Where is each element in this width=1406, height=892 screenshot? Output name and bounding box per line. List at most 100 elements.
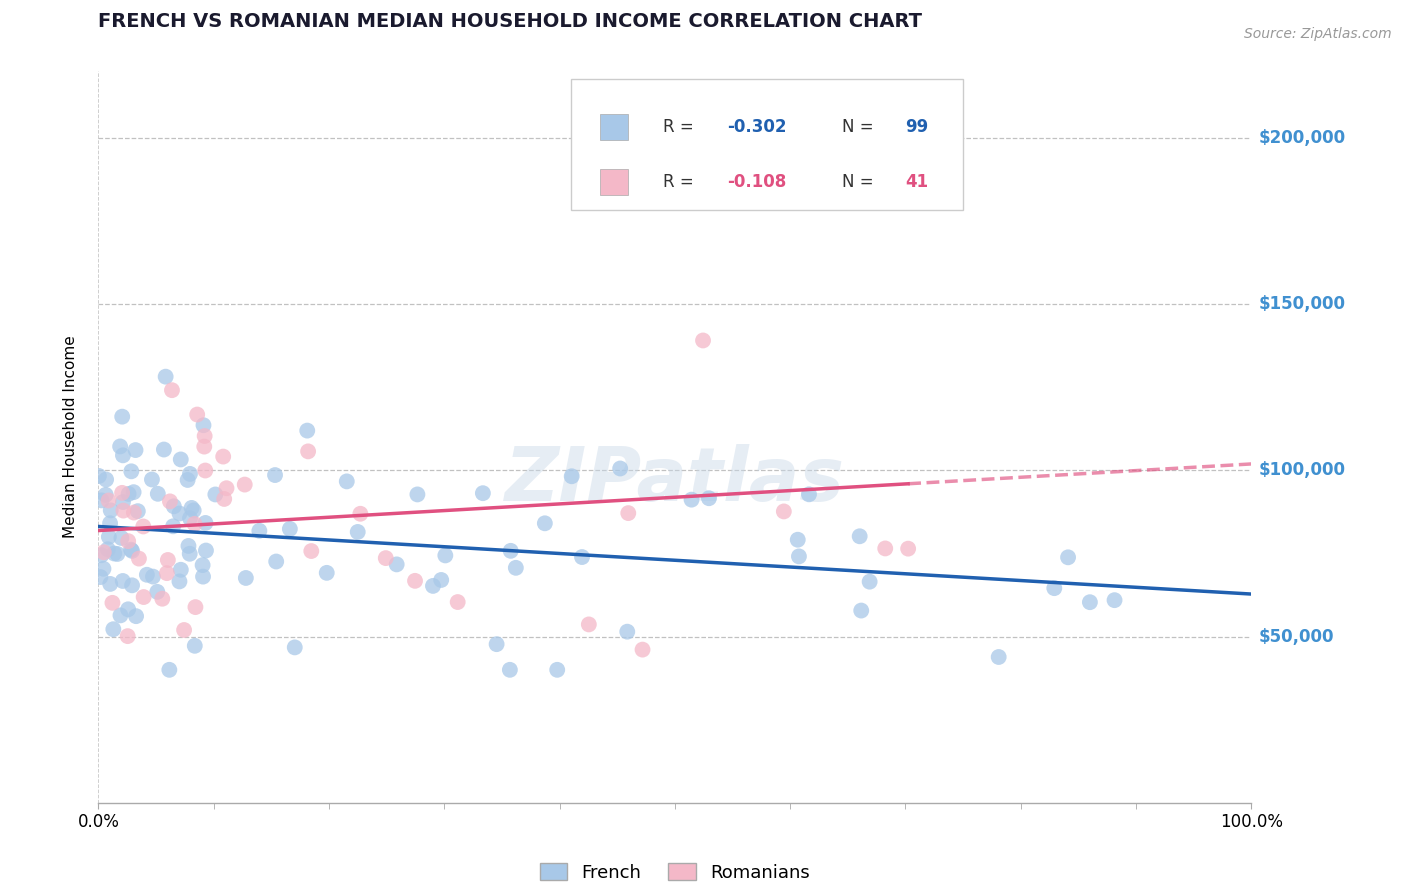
Point — [1078, 595, 1101, 609]
Text: FRENCH VS ROMANIAN MEDIAN HOUSEHOLD INCOME CORRELATION CHART: FRENCH VS ROMANIAN MEDIAN HOUSEHOLD INCO… — [98, 12, 922, 31]
Point — [132, 519, 155, 533]
Point — [117, 487, 139, 501]
Point — [94, 473, 117, 487]
Point — [787, 549, 810, 564]
Point — [183, 516, 205, 531]
Point — [485, 637, 508, 651]
Point — [117, 629, 139, 643]
Text: N =: N = — [842, 173, 879, 191]
Point — [235, 571, 257, 585]
Text: $50,000: $50,000 — [1258, 628, 1334, 646]
Point — [97, 530, 120, 544]
Point — [111, 409, 134, 424]
Point — [97, 542, 120, 557]
Point — [124, 443, 146, 458]
Point — [194, 543, 217, 558]
Point — [100, 503, 122, 517]
Point — [204, 487, 226, 501]
Point — [159, 494, 181, 508]
Point — [169, 507, 191, 521]
Text: $150,000: $150,000 — [1258, 295, 1346, 313]
Point — [264, 468, 287, 483]
Point — [851, 603, 873, 617]
Point — [546, 663, 568, 677]
Point — [101, 596, 124, 610]
Point — [1057, 550, 1080, 565]
Point — [180, 500, 202, 515]
Point — [111, 495, 134, 509]
Point — [179, 467, 201, 481]
Point — [616, 624, 638, 639]
Point — [163, 500, 186, 514]
Point — [155, 369, 177, 384]
Point — [499, 544, 522, 558]
FancyBboxPatch shape — [600, 114, 628, 140]
Point — [609, 461, 631, 475]
Point — [848, 529, 870, 543]
Point — [156, 566, 179, 581]
Point — [153, 442, 176, 457]
Point — [875, 541, 897, 556]
Point — [156, 553, 179, 567]
Point — [193, 440, 215, 454]
Point — [121, 544, 143, 558]
Point — [93, 562, 115, 576]
Point — [112, 503, 135, 517]
Point — [247, 524, 270, 538]
Point — [264, 554, 287, 568]
Point — [194, 429, 217, 443]
Point — [194, 463, 217, 477]
FancyBboxPatch shape — [600, 169, 628, 194]
Point — [125, 609, 148, 624]
Point — [184, 639, 207, 653]
Point — [1043, 581, 1066, 595]
Point — [177, 539, 200, 553]
Point — [233, 477, 256, 491]
Text: 41: 41 — [905, 173, 928, 191]
Legend: French, Romanians: French, Romanians — [533, 856, 817, 888]
Text: -0.108: -0.108 — [727, 173, 786, 191]
Point — [374, 551, 396, 566]
Point — [404, 574, 426, 588]
Point — [697, 491, 720, 506]
Point — [146, 585, 169, 599]
Point — [89, 570, 111, 584]
Point — [447, 595, 470, 609]
Point — [121, 578, 143, 592]
Text: $200,000: $200,000 — [1258, 128, 1346, 147]
Point — [146, 487, 169, 501]
Point — [561, 469, 583, 483]
Point — [191, 558, 214, 573]
Point — [786, 533, 808, 547]
Point — [127, 504, 149, 518]
Point — [186, 408, 208, 422]
Point — [505, 561, 527, 575]
Point — [93, 545, 115, 559]
Point — [87, 469, 110, 483]
Point — [122, 506, 145, 520]
Point — [406, 487, 429, 501]
Point — [170, 452, 193, 467]
Point — [422, 579, 444, 593]
Point — [430, 573, 453, 587]
Point — [346, 524, 368, 539]
Text: -0.302: -0.302 — [727, 118, 786, 136]
Point — [103, 547, 125, 561]
Text: 99: 99 — [905, 118, 929, 136]
Point — [110, 608, 132, 623]
Point — [90, 493, 112, 508]
Point — [117, 534, 139, 549]
Point — [150, 591, 173, 606]
Point — [142, 569, 165, 583]
Point — [141, 473, 163, 487]
Point — [120, 542, 142, 557]
Point — [98, 516, 121, 531]
Point — [534, 516, 557, 531]
Point — [193, 418, 215, 433]
Point — [315, 566, 337, 580]
Text: $100,000: $100,000 — [1258, 461, 1346, 479]
FancyBboxPatch shape — [571, 78, 963, 211]
Point — [681, 492, 703, 507]
Point — [578, 617, 600, 632]
Y-axis label: Median Household Income: Median Household Income — [63, 335, 77, 539]
